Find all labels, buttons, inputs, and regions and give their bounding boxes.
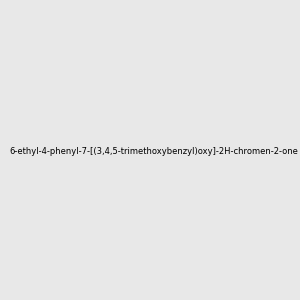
Text: 6-ethyl-4-phenyl-7-[(3,4,5-trimethoxybenzyl)oxy]-2H-chromen-2-one: 6-ethyl-4-phenyl-7-[(3,4,5-trimethoxyben… [9, 147, 298, 156]
